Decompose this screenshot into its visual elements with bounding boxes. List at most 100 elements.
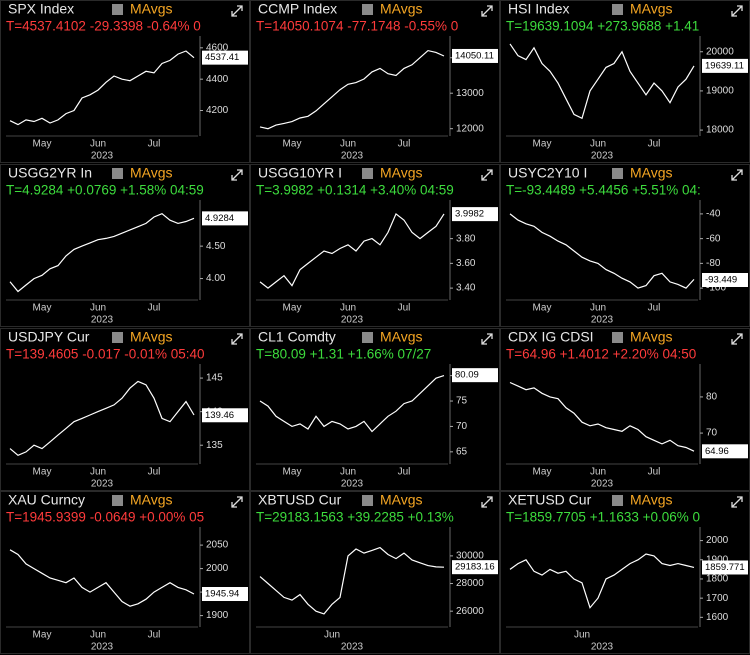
chart-panel: USDJPY Cur MAvgs T=139.4605 -0.017 -0.01% … [0,327,250,491]
quote-line: T=4.9284 +0.0769 +1.58% 04:59 [6,182,204,197]
y-tick-label: 70 [706,427,718,438]
y-tick-label: 4200 [206,105,229,116]
quote-line: T=29183.1563 +39.2285 +0.13% [256,510,454,525]
legend-label: MAvgs [130,328,173,344]
y-tick-label: -60 [706,233,721,244]
chart-title: XBTUSD Cur [258,492,342,508]
y-tick-label: 3.40 [456,282,476,293]
quote-line: T=4537.4102 -29.3398 -0.64% 0 [6,19,201,34]
last-value-label: 19639.11 [705,60,744,71]
chart-title: HSI Index [508,1,569,17]
expand-icon [231,496,243,508]
last-value-label: 3.9982 [455,208,484,219]
last-value-label: 4537.41 [205,52,239,63]
x-tick-label: Jul [148,302,161,313]
last-value-label: 64.96 [705,445,729,456]
legend-swatch [612,167,623,179]
chart-panel: CDX IG CDSI MAvgs T=64.96 +1.4012 +2.20% 0… [500,327,750,491]
x-tick-label: May [33,630,52,641]
expand-icon [731,332,743,345]
x-axis-year: 2023 [591,314,614,325]
price-line [9,50,195,126]
x-axis-year: 2023 [591,151,614,162]
price-line [9,380,195,456]
price-line [259,374,445,432]
x-tick-label: Jun [90,630,106,641]
x-tick-label: Jul [648,302,661,313]
chart-title: USDJPY Cur [8,328,90,344]
legend-swatch [112,4,123,15]
x-tick-label: Jul [398,466,411,477]
last-value-label: 29183.16 [455,562,495,573]
legend-label: MAvgs [630,164,673,180]
last-value-box [452,560,498,575]
x-tick-label: Jun [90,466,106,477]
last-value-box [202,587,248,602]
y-tick-label: 12000 [456,123,484,134]
legend-label: MAvgs [130,492,173,508]
chart-panel: HSI Index MAvgs T=19639.1094 +273.9688 +1.… [500,0,750,163]
legend-label: MAvgs [380,164,423,180]
price-line [509,381,695,452]
x-tick-label: May [283,139,302,150]
chart-title: USGG2YR In [8,164,92,180]
y-tick-label: 70 [456,421,468,432]
last-value-label: 139.46 [205,409,234,420]
y-tick-label: 1700 [706,593,729,604]
y-tick-label: 4400 [206,74,229,85]
quote-line: T=1945.9399 -0.0649 +0.00% 05 [6,510,204,525]
expand-icon [731,169,743,181]
legend-swatch [112,167,123,179]
y-tick-label: 1600 [706,612,729,623]
y-tick-label: 4.00 [206,273,226,284]
chart-panel: XETUSD Cur MAvgs T=1859.7705 +1.1633 +0.06… [500,491,750,655]
y-tick-label: 28000 [456,578,484,589]
x-tick-label: Jul [148,466,161,477]
legend-swatch [362,331,373,343]
x-tick-label: Jul [648,139,661,150]
price-line [259,212,445,289]
expand-icon [231,332,243,345]
legend-swatch [362,495,373,507]
y-tick-label: 3.80 [456,233,476,244]
last-value-label: 14050.11 [455,50,494,61]
expand-icon [481,169,493,181]
legend-label: MAvgs [130,1,173,17]
x-axis-year: 2023 [91,478,114,489]
x-axis-year: 2023 [591,478,614,489]
y-tick-label: 1900 [706,555,729,566]
x-axis-year: 2023 [91,151,114,162]
quote-line: T=1859.7705 +1.1633 +0.06% 0 [506,510,700,525]
y-tick-label: 19000 [706,86,734,97]
x-tick-label: Jul [148,139,161,150]
chart-panel: USYC2Y10 I MAvgs T=-93.4489 +5.4456 +5.51%… [500,163,750,327]
last-value-label: 80.09 [455,369,479,380]
x-tick-label: May [533,139,552,150]
quote-line: T=64.96 +1.4012 +2.20% 04:50 [506,346,696,361]
expand-icon [481,5,493,17]
quote-line: T=80.09 +1.31 +1.66% 07/27 [256,346,431,361]
y-tick-label: 145 [206,372,223,383]
expand-icon [731,5,743,17]
last-value-label: -93.449 [705,274,737,285]
x-tick-label: Jun [90,302,106,313]
x-tick-label: Jul [148,630,161,641]
last-value-box [202,407,248,422]
last-value-label: 1945.94 [205,589,239,600]
legend-swatch [612,495,623,507]
y-tick-label: 20000 [706,46,734,57]
legend-label: MAvgs [630,328,673,344]
legend-swatch [112,331,123,343]
x-tick-label: Jul [398,139,411,150]
last-value-box [702,58,748,73]
y-tick-label: 80 [706,391,718,402]
last-value-box [702,443,748,458]
last-value-label: 1859.771 [705,562,745,573]
price-line [9,549,195,608]
y-tick-label: 1900 [206,610,229,621]
y-tick-label: 3.60 [456,258,476,269]
last-value-box [202,50,248,65]
price-line [509,43,695,120]
